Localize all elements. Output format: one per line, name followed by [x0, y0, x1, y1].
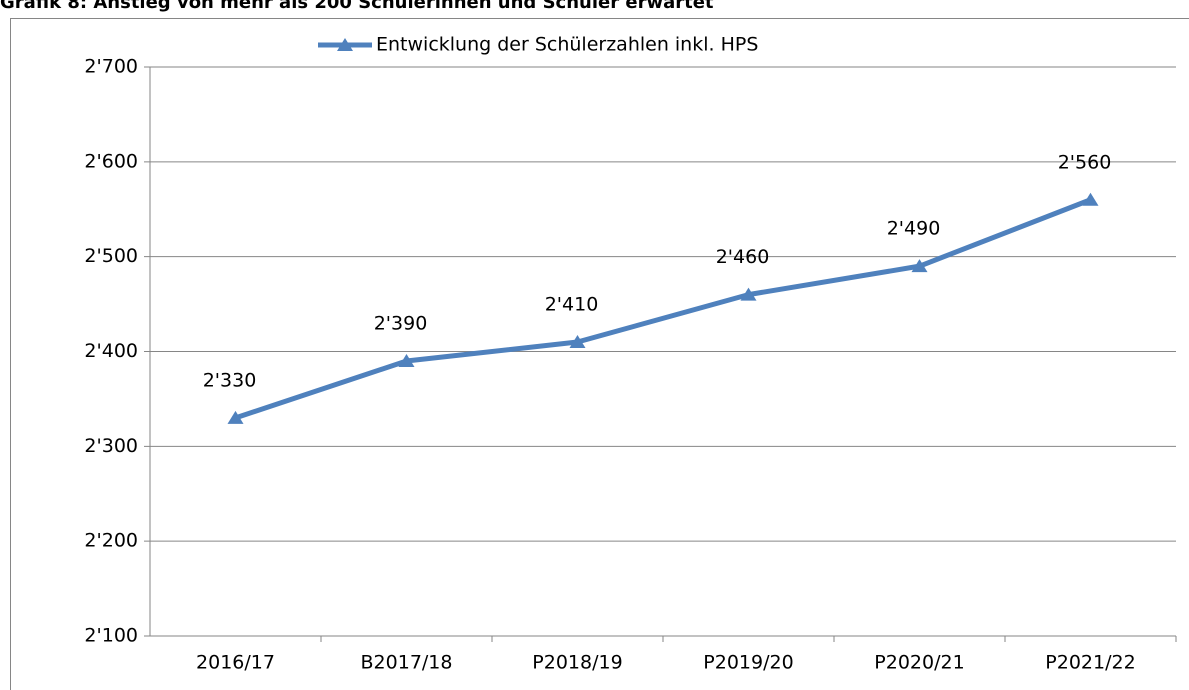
- data-label: 2'390: [374, 312, 428, 334]
- x-tick-label: P2019/20: [703, 652, 793, 674]
- data-point: [1082, 192, 1099, 206]
- data-label: 2'560: [1058, 151, 1112, 173]
- data-point: [227, 410, 244, 424]
- y-tick-label: 2'300: [84, 435, 138, 457]
- x-tick-label: B2017/18: [361, 652, 453, 674]
- x-tick-label: 2016/17: [196, 652, 275, 674]
- x-tick-label: P2018/19: [532, 652, 622, 674]
- y-tick-label: 2'400: [84, 340, 138, 362]
- x-tick-label: P2020/21: [874, 652, 964, 674]
- chart-frame: [10, 18, 1189, 690]
- y-tick-label: 2'500: [84, 245, 138, 267]
- data-point: [740, 287, 757, 301]
- chart-title: Grafik 8: Anstieg von mehr als 200 Schül…: [0, 0, 714, 13]
- legend-label: Entwicklung der Schülerzahlen inkl. HPS: [376, 34, 758, 56]
- y-tick-label: 2'700: [84, 56, 138, 78]
- data-label: 2'330: [203, 369, 257, 391]
- data-label: 2'410: [545, 294, 599, 316]
- data-point: [398, 353, 415, 367]
- data-label: 2'490: [887, 218, 941, 240]
- x-tick-label: P2021/22: [1045, 652, 1135, 674]
- data-line: [234, 197, 1092, 421]
- data-label: 2'460: [716, 246, 770, 268]
- legend-marker: [337, 38, 353, 51]
- y-tick-label: 2'100: [84, 625, 138, 647]
- y-tick-label: 2'200: [84, 530, 138, 552]
- y-tick-label: 2'600: [84, 150, 138, 172]
- data-point: [569, 335, 586, 349]
- data-point: [911, 259, 928, 273]
